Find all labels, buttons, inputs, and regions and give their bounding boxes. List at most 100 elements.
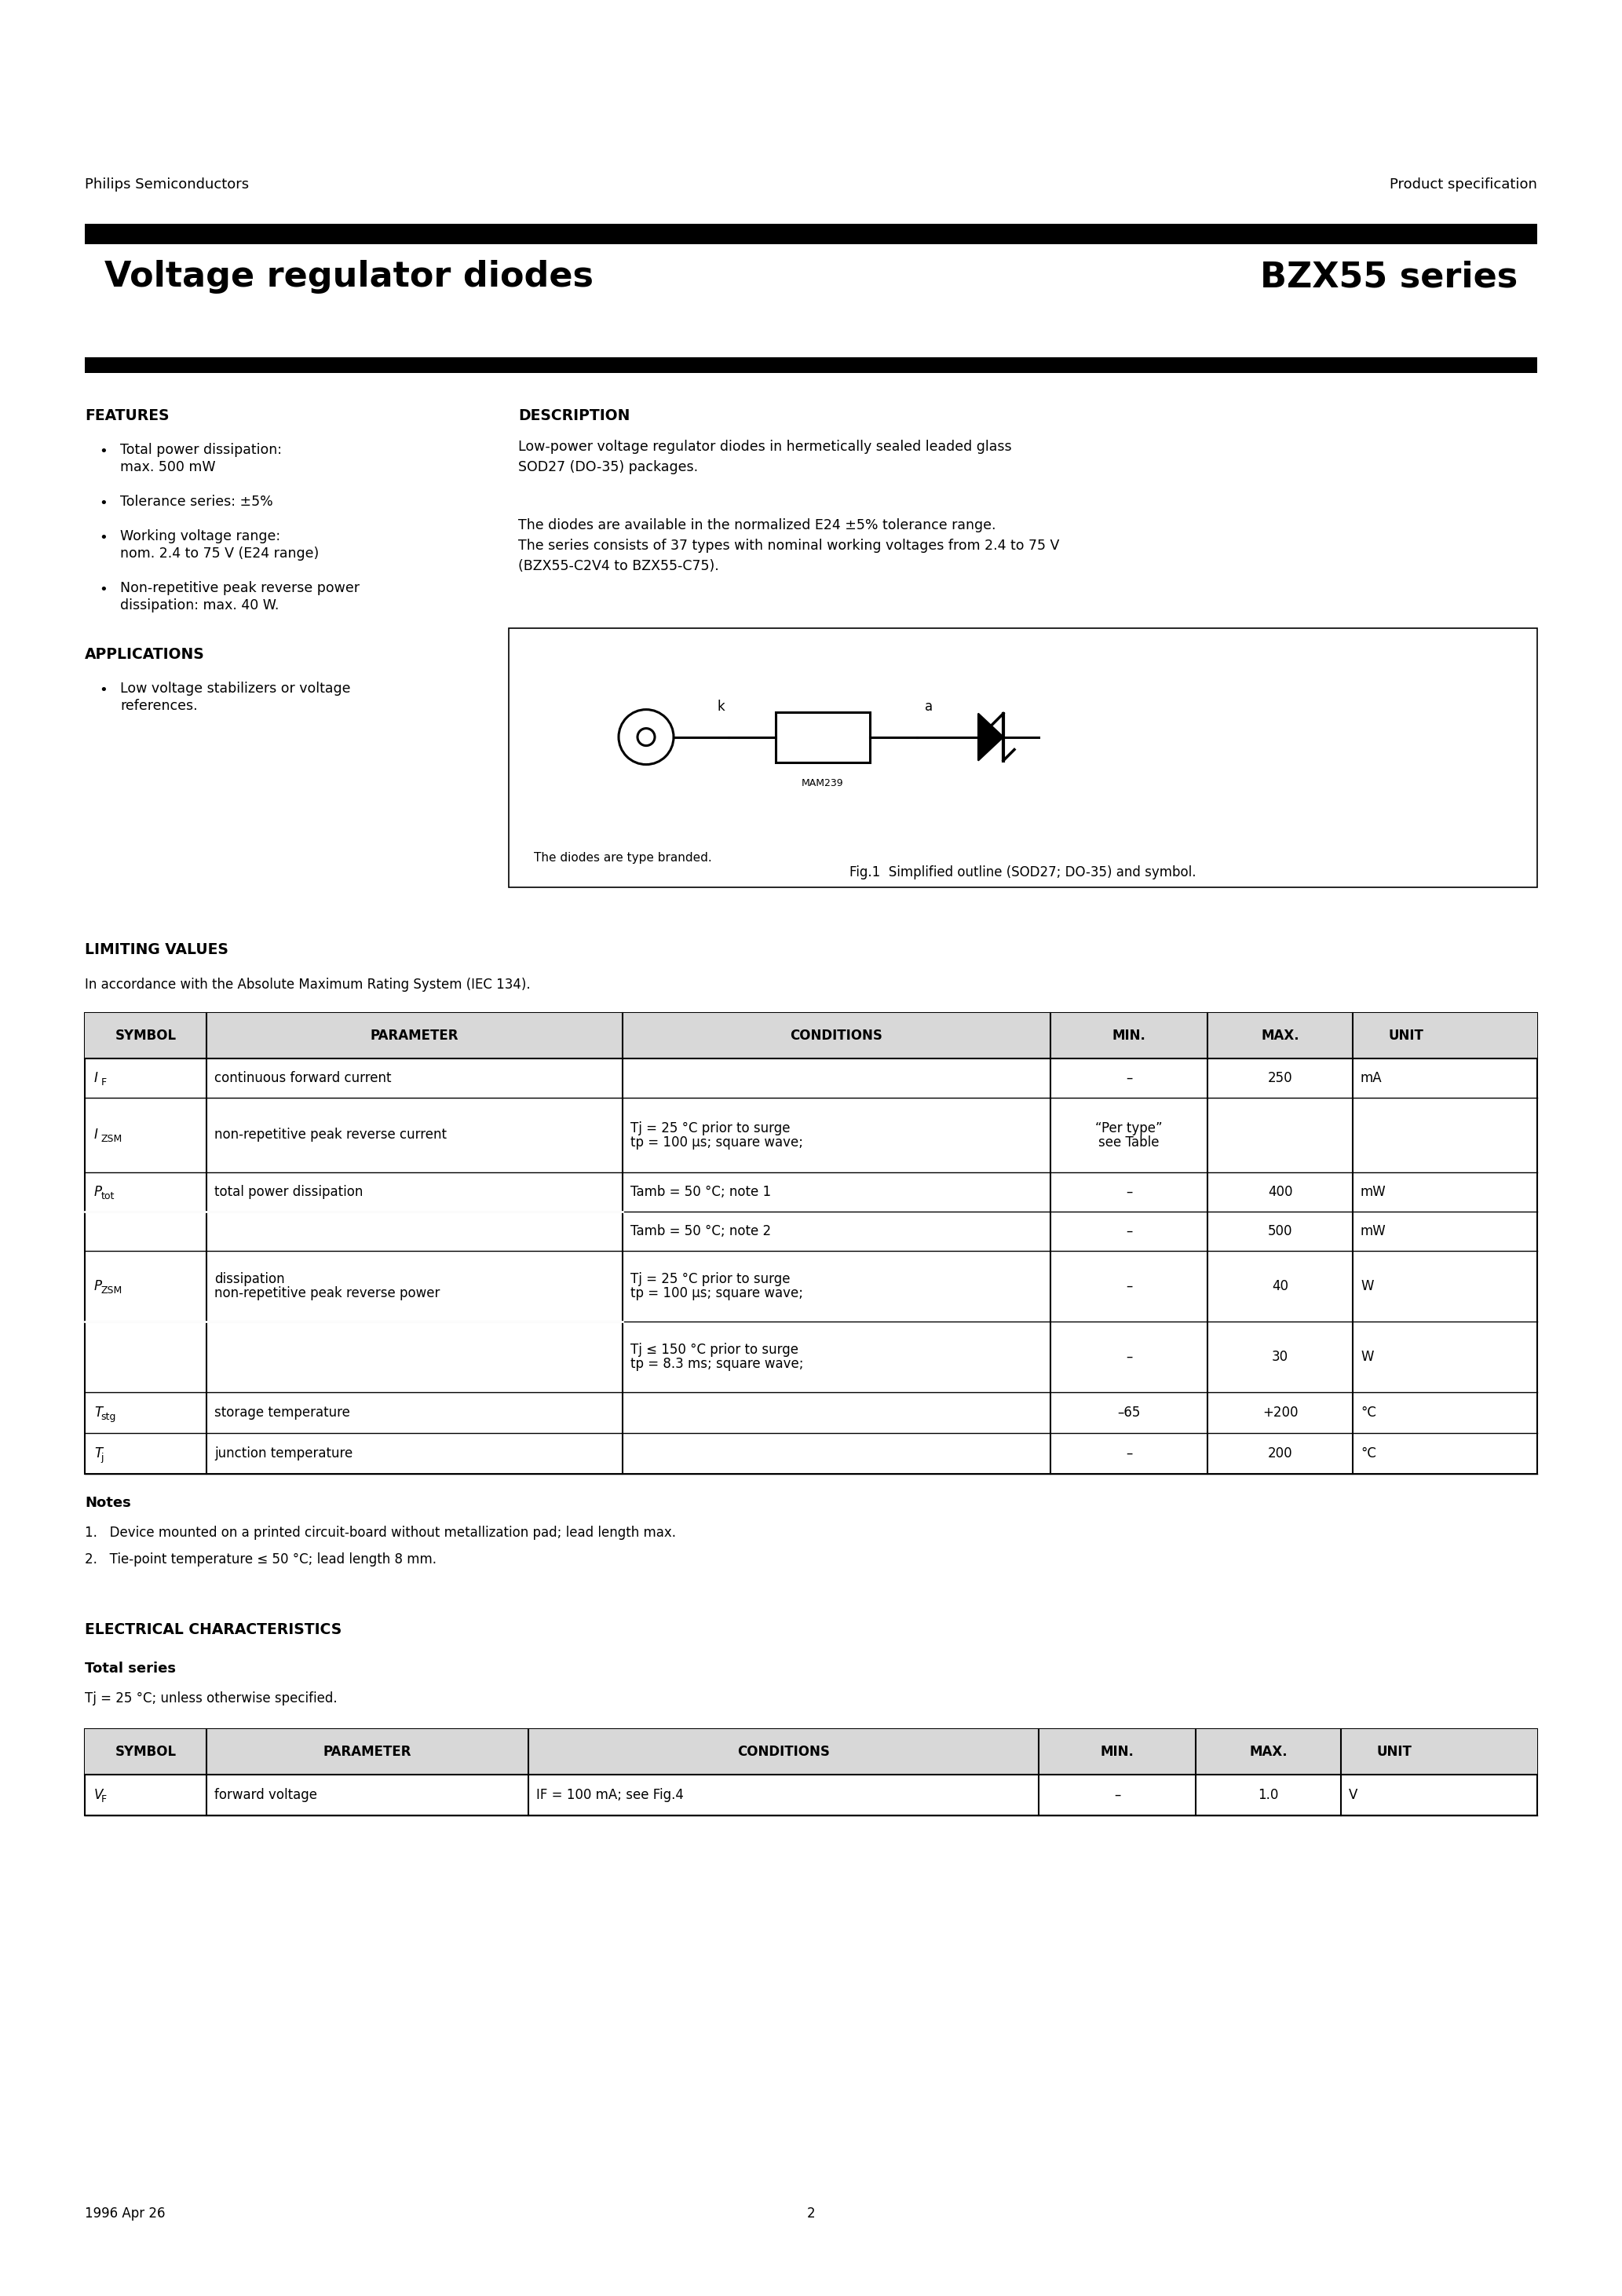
Text: I: I: [94, 1070, 97, 1086]
Text: The series consists of 37 types with nominal working voltages from 2.4 to 75 V: The series consists of 37 types with nom…: [517, 540, 1059, 553]
Text: references.: references.: [120, 698, 198, 714]
Text: PARAMETER: PARAMETER: [370, 1029, 459, 1042]
Text: ZSM: ZSM: [101, 1286, 122, 1295]
Text: SOD27 (DO-35) packages.: SOD27 (DO-35) packages.: [517, 459, 697, 475]
Bar: [84, 1013, 1538, 1474]
Text: MAM239: MAM239: [801, 778, 843, 788]
Text: tp = 100 µs; square wave;: tp = 100 µs; square wave;: [631, 1286, 803, 1300]
Text: Philips Semiconductors: Philips Semiconductors: [84, 177, 248, 191]
Text: F: F: [101, 1793, 107, 1805]
Text: –: –: [1126, 1279, 1132, 1293]
Text: 2: 2: [806, 2206, 816, 2220]
Text: DESCRIPTION: DESCRIPTION: [517, 409, 629, 422]
Text: CONDITIONS: CONDITIONS: [790, 1029, 882, 1042]
Text: Notes: Notes: [84, 1497, 131, 1511]
Bar: [84, 358, 1538, 372]
Text: 2.   Tie-point temperature ≤ 50 °C; lead length 8 mm.: 2. Tie-point temperature ≤ 50 °C; lead l…: [84, 1552, 436, 1566]
Text: dissipation: max. 40 W.: dissipation: max. 40 W.: [120, 599, 279, 613]
Text: junction temperature: junction temperature: [214, 1446, 352, 1460]
Text: see Table: see Table: [1098, 1134, 1160, 1150]
Text: IF = 100 mA; see Fig.4: IF = 100 mA; see Fig.4: [537, 1789, 684, 1802]
Text: APPLICATIONS: APPLICATIONS: [84, 647, 204, 661]
Text: k: k: [717, 700, 725, 714]
Text: •: •: [99, 530, 107, 544]
Text: –: –: [1126, 1446, 1132, 1460]
Text: non-repetitive peak reverse power: non-repetitive peak reverse power: [214, 1286, 440, 1300]
Text: forward voltage: forward voltage: [214, 1789, 318, 1802]
Text: SYMBOL: SYMBOL: [115, 1029, 177, 1042]
Text: The diodes are available in the normalized E24 ±5% tolerance range.: The diodes are available in the normaliz…: [517, 519, 996, 533]
Text: Voltage regulator diodes: Voltage regulator diodes: [104, 259, 594, 294]
Text: MIN.: MIN.: [1100, 1745, 1134, 1759]
Text: –: –: [1126, 1224, 1132, 1238]
Text: Tj = 25 °C prior to surge: Tj = 25 °C prior to surge: [631, 1272, 790, 1286]
Text: CONDITIONS: CONDITIONS: [738, 1745, 830, 1759]
Text: Tamb = 50 °C; note 2: Tamb = 50 °C; note 2: [631, 1224, 770, 1238]
Text: mW: mW: [1361, 1224, 1387, 1238]
Text: V: V: [94, 1789, 104, 1802]
Text: Tamb = 50 °C; note 1: Tamb = 50 °C; note 1: [631, 1185, 770, 1199]
Text: P: P: [94, 1279, 102, 1293]
Text: Fig.1  Simplified outline (SOD27; DO-35) and symbol.: Fig.1 Simplified outline (SOD27; DO-35) …: [850, 866, 1197, 879]
Text: •: •: [99, 445, 107, 459]
Text: –: –: [1114, 1789, 1121, 1802]
Text: W: W: [1361, 1350, 1374, 1364]
Text: tot: tot: [101, 1192, 115, 1201]
Text: °C: °C: [1361, 1446, 1375, 1460]
Text: Product specification: Product specification: [1390, 177, 1538, 191]
Text: LIMITING VALUES: LIMITING VALUES: [84, 941, 229, 957]
Text: In accordance with the Absolute Maximum Rating System (IEC 134).: In accordance with the Absolute Maximum …: [84, 978, 530, 992]
Text: ZSM: ZSM: [101, 1134, 122, 1143]
Text: •: •: [99, 684, 107, 698]
Text: BZX55 series: BZX55 series: [1260, 259, 1518, 294]
Text: SYMBOL: SYMBOL: [115, 1745, 177, 1759]
Text: Tj = 25 °C prior to surge: Tj = 25 °C prior to surge: [631, 1120, 790, 1134]
Text: dissipation: dissipation: [214, 1272, 285, 1286]
Text: UNIT: UNIT: [1388, 1029, 1424, 1042]
Text: stg: stg: [101, 1412, 117, 1421]
Text: 1.   Device mounted on a printed circuit-board without metallization pad; lead l: 1. Device mounted on a printed circuit-b…: [84, 1527, 676, 1541]
Text: mA: mA: [1361, 1070, 1382, 1086]
Text: –: –: [1126, 1185, 1132, 1199]
Text: MAX.: MAX.: [1260, 1029, 1299, 1042]
Text: PARAMETER: PARAMETER: [323, 1745, 412, 1759]
Text: Total power dissipation:: Total power dissipation:: [120, 443, 282, 457]
Text: –: –: [1126, 1070, 1132, 1086]
Text: °C: °C: [1361, 1405, 1375, 1419]
Text: Non-repetitive peak reverse power: Non-repetitive peak reverse power: [120, 581, 360, 595]
Text: max. 500 mW: max. 500 mW: [120, 459, 216, 475]
Text: 1996 Apr 26: 1996 Apr 26: [84, 2206, 165, 2220]
Text: UNIT: UNIT: [1377, 1745, 1411, 1759]
Text: total power dissipation: total power dissipation: [214, 1185, 363, 1199]
Bar: [84, 1729, 1538, 1816]
Text: •: •: [99, 583, 107, 597]
Text: T: T: [94, 1446, 102, 1460]
Text: –: –: [1126, 1350, 1132, 1364]
Text: MAX.: MAX.: [1249, 1745, 1288, 1759]
Text: P: P: [94, 1185, 102, 1199]
Text: j: j: [101, 1453, 104, 1463]
Text: 30: 30: [1272, 1350, 1288, 1364]
Text: 200: 200: [1268, 1446, 1293, 1460]
Text: I: I: [94, 1127, 97, 1141]
Text: non-repetitive peak reverse current: non-repetitive peak reverse current: [214, 1127, 446, 1141]
Text: tp = 8.3 ms; square wave;: tp = 8.3 ms; square wave;: [631, 1357, 803, 1371]
Bar: [84, 1729, 1538, 1775]
Text: “Per type”: “Per type”: [1095, 1120, 1163, 1134]
Text: Working voltage range:: Working voltage range:: [120, 530, 281, 544]
Text: continuous forward current: continuous forward current: [214, 1070, 391, 1086]
Text: Tj ≤ 150 °C prior to surge: Tj ≤ 150 °C prior to surge: [631, 1343, 798, 1357]
Text: 1.0: 1.0: [1259, 1789, 1278, 1802]
Text: T: T: [94, 1405, 102, 1419]
Bar: [84, 1013, 1538, 1058]
Text: MIN.: MIN.: [1113, 1029, 1145, 1042]
Text: Tolerance series: ±5%: Tolerance series: ±5%: [120, 494, 272, 510]
Text: 250: 250: [1268, 1070, 1293, 1086]
Text: •: •: [99, 496, 107, 510]
Text: a: a: [925, 700, 933, 714]
Text: nom. 2.4 to 75 V (E24 range): nom. 2.4 to 75 V (E24 range): [120, 546, 320, 560]
Text: Total series: Total series: [84, 1662, 175, 1676]
Text: (BZX55-C2V4 to BZX55-C75).: (BZX55-C2V4 to BZX55-C75).: [517, 560, 719, 574]
Text: mW: mW: [1361, 1185, 1387, 1199]
Bar: [509, 629, 1538, 886]
